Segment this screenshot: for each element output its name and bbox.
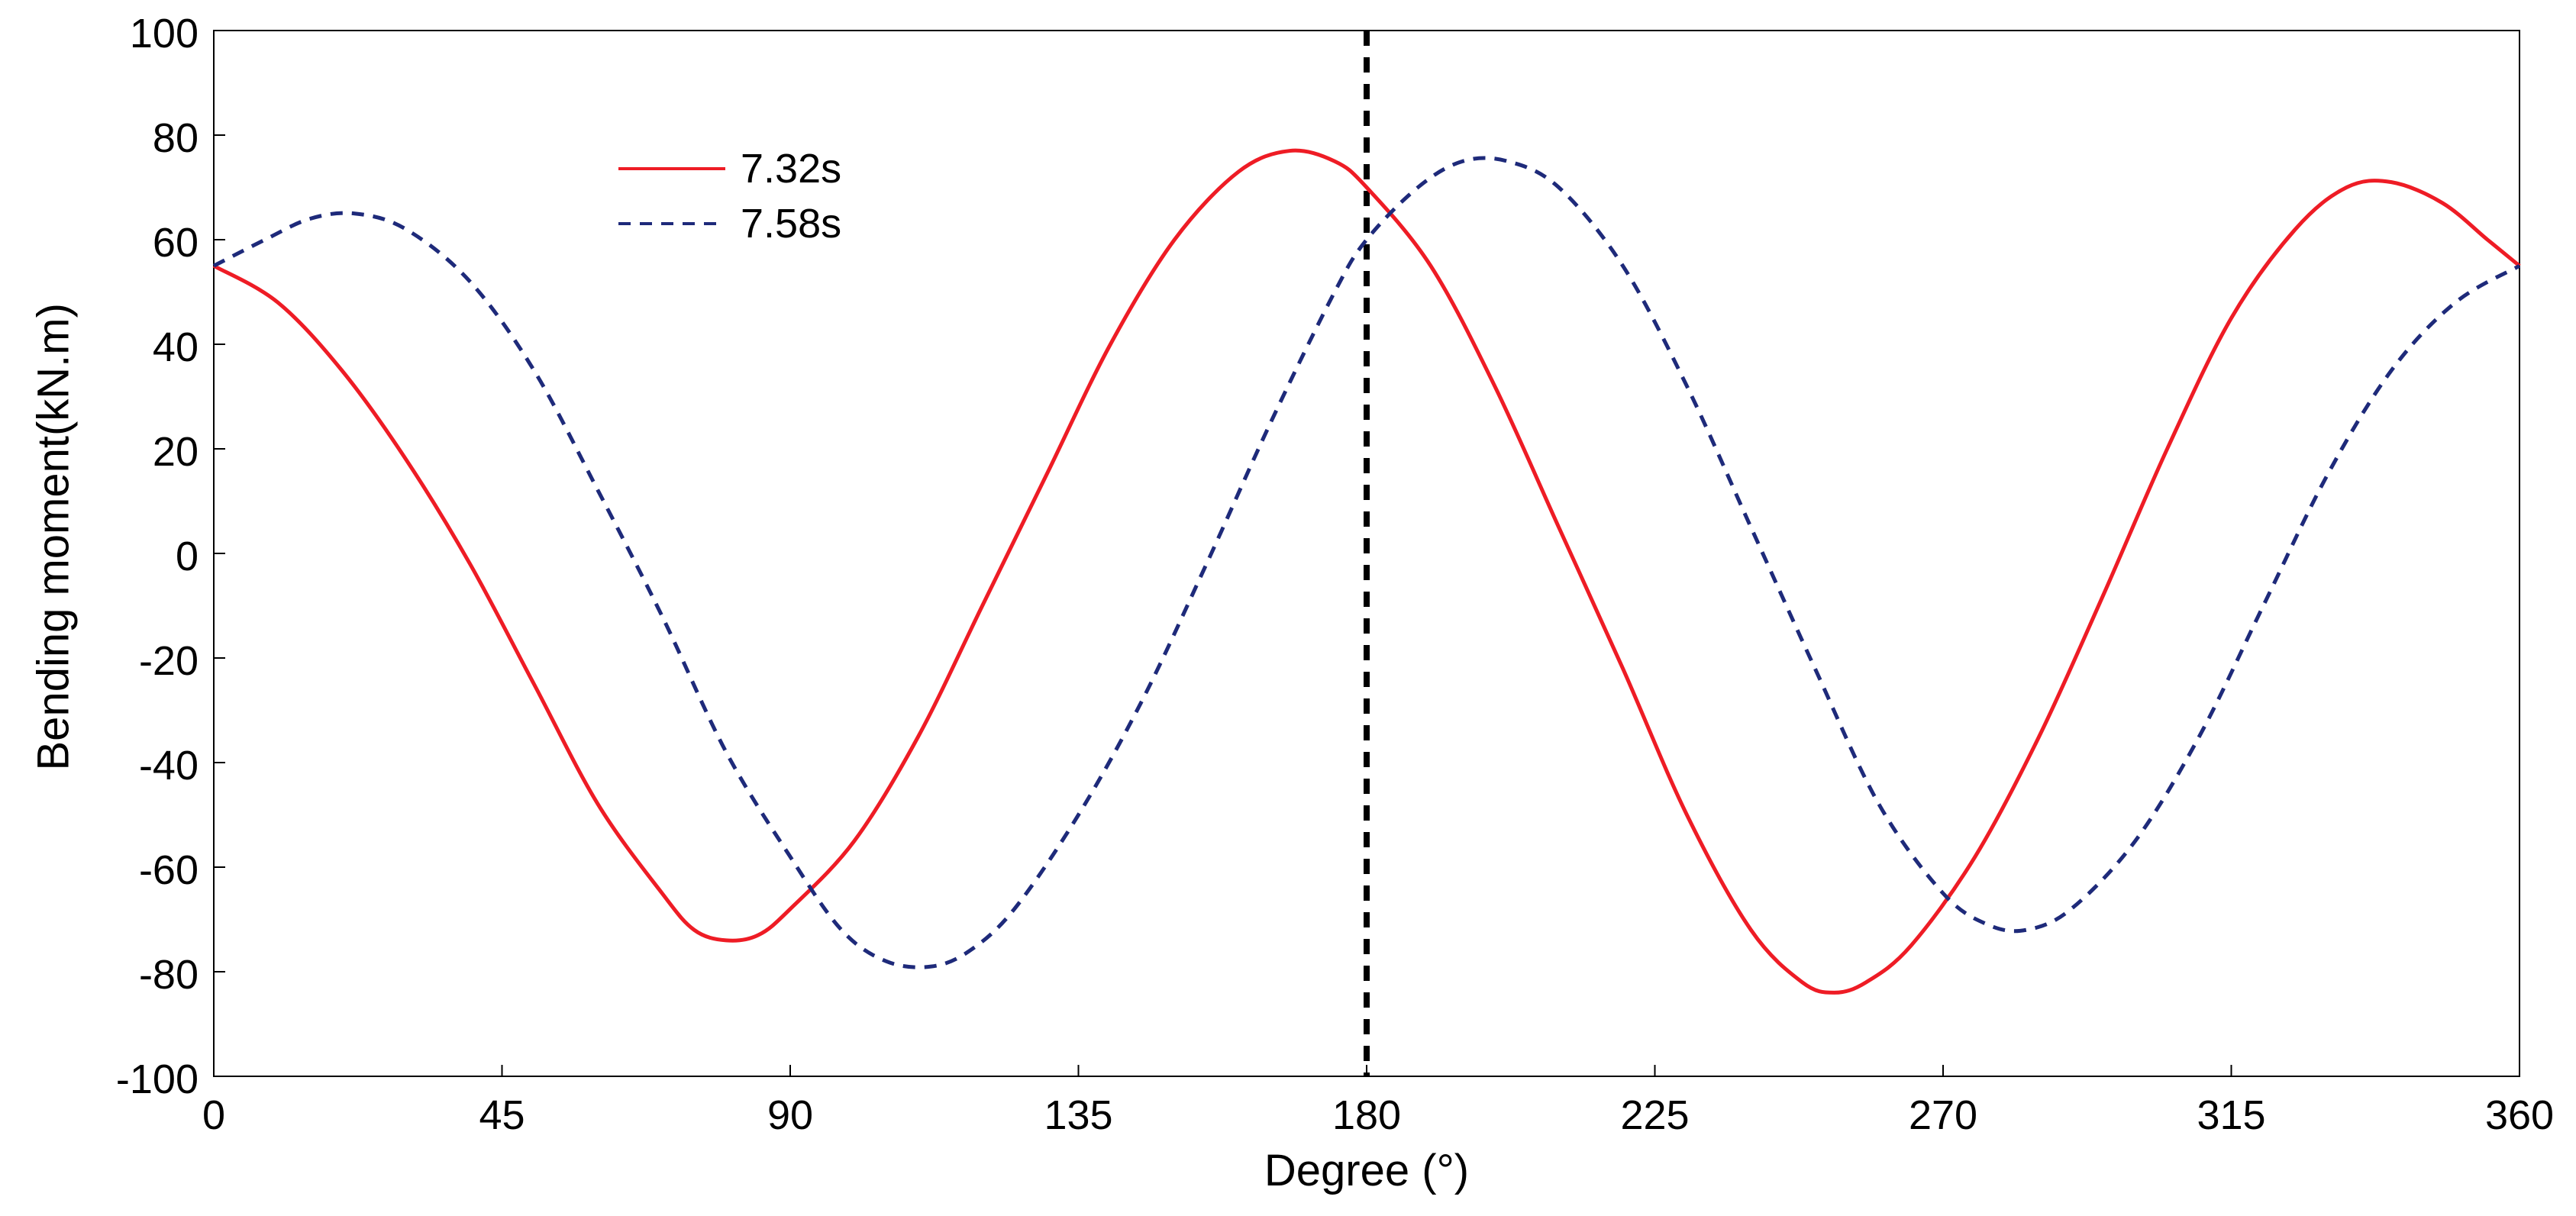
legend: 7.32s 7.58s xyxy=(618,145,841,255)
x-tick-label: 180 xyxy=(1321,1092,1412,1139)
legend-swatch-0 xyxy=(618,167,725,170)
legend-item-1: 7.58s xyxy=(618,200,841,247)
y-tick-label: 60 xyxy=(115,219,199,266)
y-tick-label: 100 xyxy=(115,10,199,57)
y-tick-label: -20 xyxy=(115,637,199,685)
y-tick-label: 80 xyxy=(115,115,199,162)
x-axis-label: Degree (°) xyxy=(1214,1145,1519,1196)
y-tick-label: 0 xyxy=(115,533,199,580)
chart-container: -100-80-60-40-20020406080100045901351802… xyxy=(0,0,2576,1216)
legend-label-1: 7.58s xyxy=(741,200,841,247)
y-tick-label: 40 xyxy=(115,324,199,371)
chart-svg xyxy=(0,0,2576,1216)
x-tick-label: 45 xyxy=(457,1092,548,1139)
y-tick-label: -80 xyxy=(115,951,199,998)
legend-item-0: 7.32s xyxy=(618,145,841,192)
legend-swatch-1 xyxy=(618,222,725,225)
y-tick-label: -60 xyxy=(115,847,199,894)
x-tick-label: 360 xyxy=(2474,1092,2565,1139)
x-tick-label: 90 xyxy=(744,1092,836,1139)
x-tick-label: 135 xyxy=(1033,1092,1125,1139)
x-tick-label: 0 xyxy=(168,1092,260,1139)
x-tick-label: 315 xyxy=(2186,1092,2277,1139)
y-tick-label: -40 xyxy=(115,742,199,789)
x-tick-label: 270 xyxy=(1897,1092,1989,1139)
y-axis-label: Bending moment(kN.m) xyxy=(28,344,79,771)
x-tick-label: 225 xyxy=(1609,1092,1701,1139)
legend-label-0: 7.32s xyxy=(741,145,841,192)
y-tick-label: 20 xyxy=(115,428,199,476)
